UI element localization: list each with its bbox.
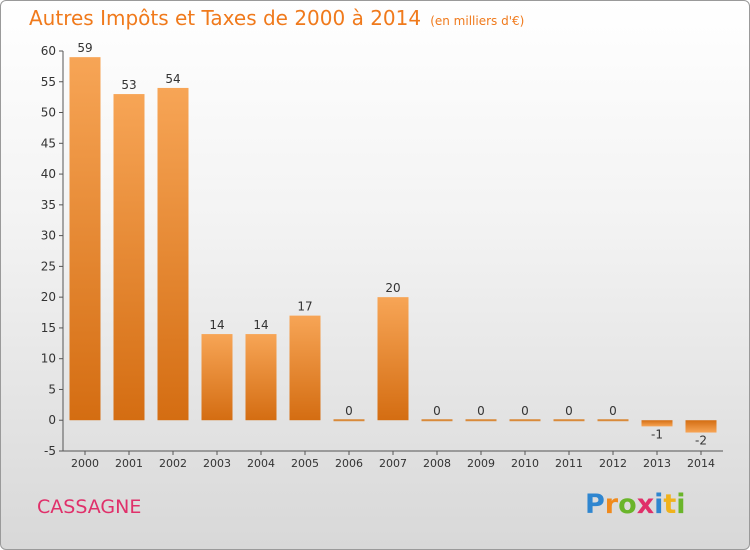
x-tick-label: 2000	[71, 457, 99, 470]
data-labels: 59 53 54 14 14 17 0 20 0 0 0 0 0 -1 -2	[77, 41, 707, 447]
y-tick-label: 0	[48, 413, 56, 427]
x-tick-label: 2013	[643, 457, 671, 470]
bar	[201, 334, 233, 421]
bar	[465, 419, 497, 422]
x-tick-label: 2012	[599, 457, 627, 470]
bar	[245, 334, 277, 421]
x-tick-label: 2011	[555, 457, 583, 470]
value-label: 59	[77, 41, 92, 55]
bars	[69, 57, 717, 433]
bar	[597, 419, 629, 422]
bar	[641, 420, 673, 427]
value-label: -1	[651, 427, 663, 441]
bar	[113, 94, 145, 421]
value-label: 53	[121, 78, 136, 92]
value-label: 17	[297, 300, 312, 314]
y-tick-label: 15	[41, 321, 56, 335]
logo-letter: r	[604, 489, 619, 520]
y-tick-label: 30	[41, 229, 56, 243]
y-tick-label: 10	[41, 352, 56, 366]
bar	[421, 419, 453, 422]
x-tick-label: 2001	[115, 457, 143, 470]
x-tick-label: 2014	[687, 457, 715, 470]
bar	[289, 315, 321, 421]
x-tick-label: 2002	[159, 457, 187, 470]
y-tick-label: 35	[41, 198, 56, 212]
y-tick-label: 55	[41, 75, 56, 89]
value-label: 0	[565, 404, 573, 418]
value-label: 14	[209, 318, 224, 332]
y-tick-label: 5	[48, 382, 56, 396]
bar	[157, 87, 189, 421]
logo-letter: t	[663, 489, 677, 520]
x-tick-label: 2006	[335, 457, 363, 470]
y-tick-label: 60	[41, 44, 56, 58]
value-label: 0	[345, 404, 353, 418]
y-tick-label: 50	[41, 106, 56, 120]
bar	[333, 419, 365, 422]
y-tick-label: 20	[41, 290, 56, 304]
y-tick-label: -5	[44, 444, 56, 458]
value-label: 14	[253, 318, 268, 332]
bar	[553, 419, 585, 422]
x-tick-label: 2005	[291, 457, 319, 470]
proxiti-logo: Proxiti	[585, 489, 686, 520]
value-label: 0	[609, 404, 617, 418]
bar	[377, 297, 409, 421]
value-label: 0	[433, 404, 441, 418]
y-tick-label: 25	[41, 259, 56, 273]
value-label: 0	[521, 404, 529, 418]
x-tick-label: 2009	[467, 457, 495, 470]
logo-letter: i	[676, 489, 686, 520]
bar	[509, 419, 541, 422]
logo-letter: x	[636, 489, 655, 520]
bar	[69, 57, 101, 421]
logo-letter: P	[585, 489, 605, 520]
x-tick-label: 2010	[511, 457, 539, 470]
x-tick-label: 2007	[379, 457, 407, 470]
value-label: 20	[385, 281, 400, 295]
title-text: Autres Impôts et Taxes de 2000 à 2014	[29, 6, 422, 30]
chart-title: Autres Impôts et Taxes de 2000 à 2014 (e…	[29, 6, 524, 30]
value-label: 0	[477, 404, 485, 418]
x-tick-label: 2003	[203, 457, 231, 470]
x-tick-label: 2008	[423, 457, 451, 470]
value-label: 54	[165, 72, 180, 86]
unit-note: (en milliers d'€)	[430, 14, 525, 28]
bar	[685, 420, 717, 433]
y-tick-label: 40	[41, 167, 56, 181]
logo-letter: i	[654, 489, 664, 520]
value-label: -2	[695, 434, 707, 448]
y-tick-label: 45	[41, 136, 56, 150]
logo-letter: o	[618, 489, 637, 520]
x-tick-label: 2004	[247, 457, 275, 470]
location-name: CASSAGNE	[37, 496, 142, 518]
